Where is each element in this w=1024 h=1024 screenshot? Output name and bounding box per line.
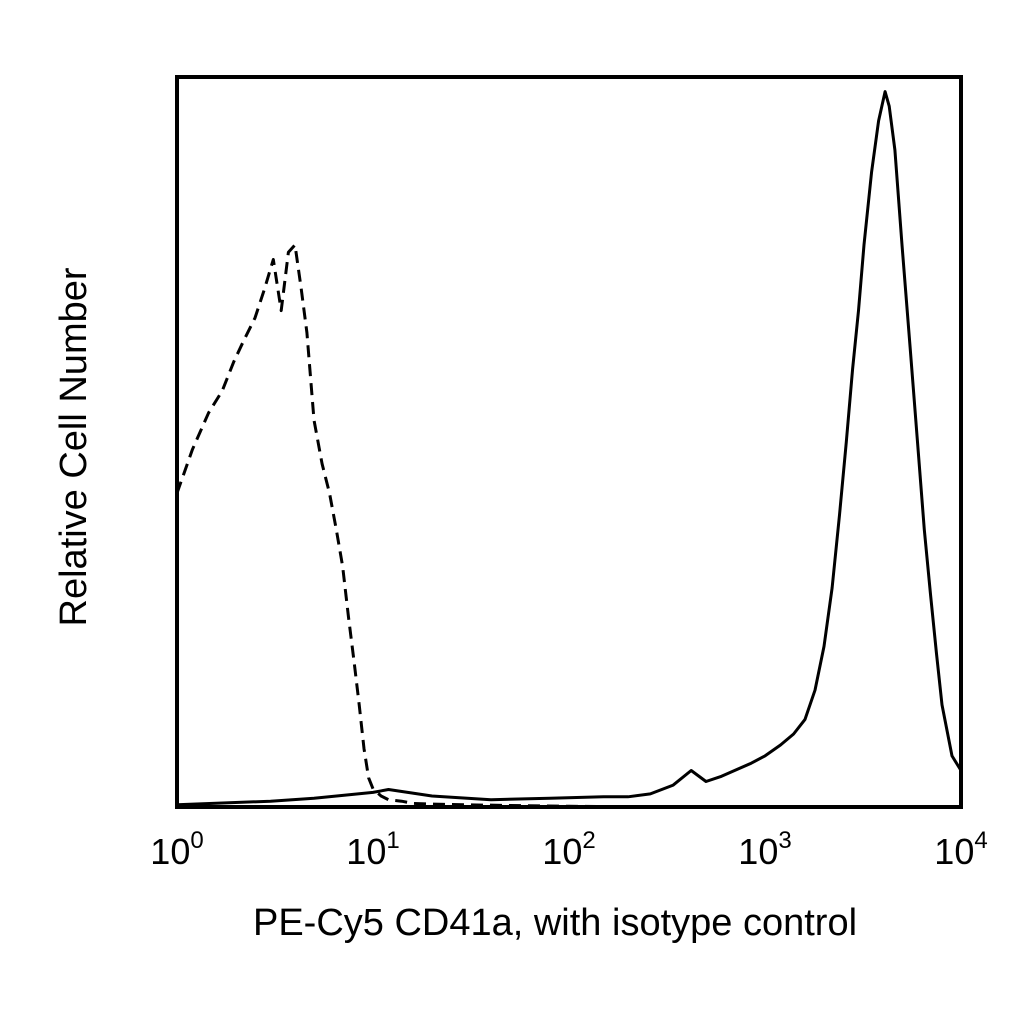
x-tick-label: 102 [542,827,595,872]
x-axis-title: PE-Cy5 CD41a, with isotype control [253,902,857,944]
isotype-control-histogram-line [175,243,688,809]
series-layer [175,90,963,809]
x-tick-label: 100 [150,827,203,872]
cd41a-histogram-line [176,90,963,807]
plot-frame [175,75,963,809]
x-tick-label: 101 [346,827,399,872]
x-tick-label: 104 [934,827,987,872]
x-tick-label: 103 [738,827,791,872]
x-tick-labels: 100 101 102 103 104 [150,827,987,872]
y-axis-title: Relative Cell Number [53,267,95,626]
